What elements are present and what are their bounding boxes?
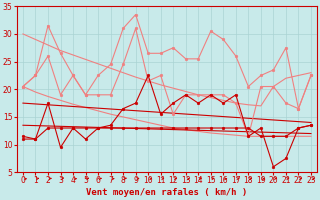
X-axis label: Vent moyen/en rafales ( km/h ): Vent moyen/en rafales ( km/h ) [86,188,248,197]
